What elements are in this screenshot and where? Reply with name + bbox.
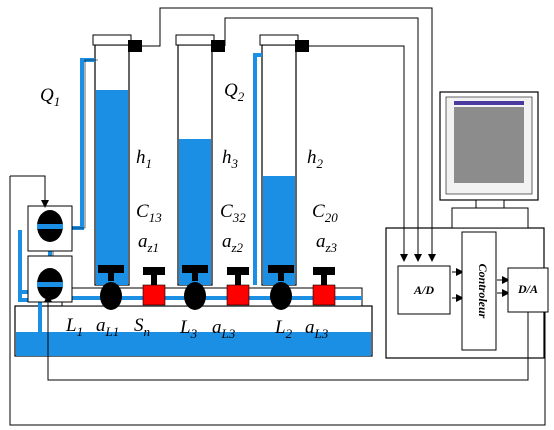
bottom-pipe	[38, 300, 100, 342]
level-sensor-3	[211, 40, 225, 52]
pump-1	[27, 205, 73, 252]
controller: Controleur	[461, 231, 497, 351]
label-h3: h3	[222, 147, 239, 171]
label-az3: az3	[316, 231, 338, 255]
tank-3	[175, 34, 225, 286]
inflow-pipe-2b	[10, 40, 22, 240]
label-c32: C32	[220, 201, 246, 225]
computer-monitor	[439, 91, 539, 229]
label-h2: h2	[307, 147, 324, 171]
tank-2	[259, 34, 309, 286]
label-l1: L1	[65, 315, 83, 339]
da-converter: D/A	[507, 267, 549, 313]
valve-l1	[98, 265, 124, 310]
label-c20: C20	[312, 201, 338, 225]
valve-az3	[312, 267, 336, 306]
label-h1: h1	[136, 147, 152, 171]
label-sn: Sn	[134, 315, 150, 339]
ad-label: A/D	[413, 283, 434, 297]
label-c13: C13	[136, 201, 162, 225]
level-sensor-2	[295, 40, 309, 52]
valve-l2	[268, 265, 294, 310]
label-q1: Q1	[40, 85, 60, 109]
label-l3: L3	[179, 317, 198, 341]
tank-1	[92, 34, 142, 286]
label-al3-a: aL3	[212, 317, 236, 341]
label-az1: az1	[138, 231, 159, 255]
pump-2	[27, 255, 73, 303]
da-label: D/A	[517, 282, 538, 296]
label-q2: Q2	[224, 80, 245, 104]
label-al3-b: aL3	[305, 317, 329, 341]
arrowheads	[41, 200, 510, 302]
reservoir	[14, 305, 373, 357]
label-l2: L2	[274, 317, 293, 341]
valve-l3	[182, 265, 208, 310]
valve-sn	[142, 267, 166, 306]
level-sensor-1	[128, 40, 142, 52]
ad-converter: A/D	[397, 265, 451, 315]
tank-1-water	[96, 90, 128, 285]
label-az2: az2	[222, 231, 244, 255]
tank-3-water	[179, 139, 211, 285]
valve-az2	[226, 267, 250, 306]
monitor-screen	[454, 107, 524, 183]
label-al1: aL1	[96, 315, 119, 339]
controller-label: Controleur	[476, 264, 490, 319]
